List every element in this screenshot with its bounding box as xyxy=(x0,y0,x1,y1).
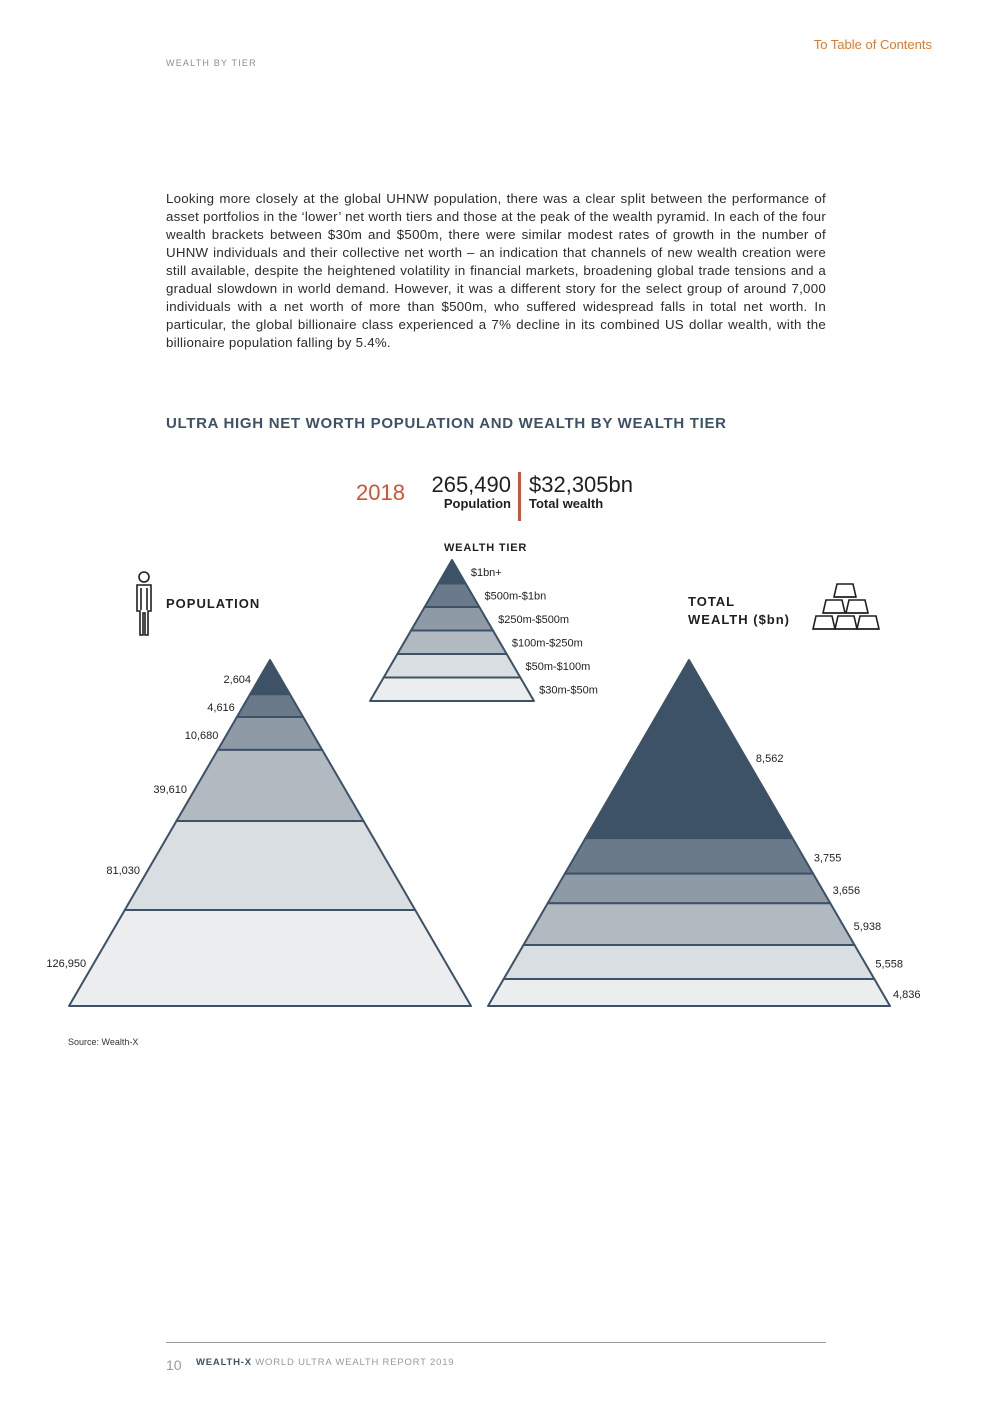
population-band-1 xyxy=(235,693,305,719)
wealth-band-5 xyxy=(487,978,891,1007)
population-heading: POPULATION xyxy=(166,596,261,611)
summary-population-value: 265,490 xyxy=(431,472,511,497)
wealth-tier-legend: $1bn+ $500m-$1bn $250m-$500m $100m-$250m $50… xyxy=(369,559,598,702)
summary-wealth-label: Total wealth xyxy=(529,496,604,511)
legend-tier-label-0: $1bn+ xyxy=(471,567,502,579)
section-header: WEALTH BY TIER xyxy=(166,58,257,68)
wealth-band-2 xyxy=(546,872,832,905)
summary-divider xyxy=(518,472,521,521)
wealth-tier-heading: WEALTH TIER xyxy=(444,542,528,554)
population-pyramid: 2,604 4,616 10,680 39,610 81,030 126,950 xyxy=(46,659,472,1007)
footer-title: WEALTH-X WORLD ULTRA WEALTH REPORT 2019 xyxy=(196,1357,454,1368)
wealth-value-label-4: 5,558 xyxy=(875,959,903,971)
legend-tier-label-1: $500m-$1bn xyxy=(485,590,547,602)
legend-band-0 xyxy=(437,559,467,585)
wealth-band-0 xyxy=(584,659,794,840)
population-value-label-1: 4,616 xyxy=(207,702,235,714)
wealth-value-label-1: 3,755 xyxy=(814,853,842,865)
population-band-5 xyxy=(68,908,472,1007)
footer-rule xyxy=(166,1342,826,1343)
population-value-label-3: 39,610 xyxy=(153,784,187,796)
chart-title: ULTRA HIGH NET WORTH POPULATION AND WEAL… xyxy=(166,415,727,432)
page-number: 10 xyxy=(166,1357,182,1373)
legend-band-3 xyxy=(396,629,508,655)
population-value-label-4: 81,030 xyxy=(106,865,140,877)
legend-tier-label-2: $250m-$500m xyxy=(498,614,569,626)
legend-band-1 xyxy=(423,582,481,608)
wealth-band-3 xyxy=(522,902,856,946)
footer-brand: WEALTH-X xyxy=(196,1357,252,1368)
population-band-0 xyxy=(249,659,291,696)
wealth-pyramid: 8,562 3,755 3,656 5,938 5,558 4,836 xyxy=(487,659,921,1007)
population-band-2 xyxy=(216,716,324,751)
summary-wealth-value: $32,305bn xyxy=(529,472,633,497)
wealth-heading-line1: TOTAL xyxy=(688,594,736,609)
population-value-label-2: 10,680 xyxy=(185,730,219,742)
table-of-contents-link[interactable]: To Table of Contents xyxy=(813,37,932,52)
footer-report: WORLD ULTRA WEALTH REPORT 2019 xyxy=(255,1357,455,1368)
intro-paragraph: Looking more closely at the global UHNW … xyxy=(166,191,826,350)
population-value-label-5: 126,950 xyxy=(46,958,86,970)
summary-year: 2018 xyxy=(356,480,405,505)
wealth-value-label-2: 3,656 xyxy=(833,885,861,897)
summary-population-label: Population xyxy=(443,496,511,511)
wealth-value-label-3: 5,938 xyxy=(854,921,882,933)
legend-tier-label-5: $30m-$50m xyxy=(539,684,598,696)
population-value-label-0: 2,604 xyxy=(224,674,252,686)
population-band-4 xyxy=(123,820,417,911)
wealth-value-label-0: 8,562 xyxy=(756,753,784,765)
wealth-band-4 xyxy=(502,943,876,981)
legend-tier-label-4: $50m-$100m xyxy=(526,661,591,673)
population-band-3 xyxy=(175,748,365,823)
legend-band-4 xyxy=(382,653,522,679)
source-note: Source: Wealth-X xyxy=(68,1037,139,1047)
wealth-value-label-5: 4,836 xyxy=(893,989,921,1001)
wealth-heading-line2: WEALTH ($bn) xyxy=(688,612,791,627)
gold-bars-icon xyxy=(811,583,881,630)
person-icon xyxy=(136,571,152,636)
wealth-heading: TOTAL WEALTH ($bn) xyxy=(688,593,790,629)
wealth-band-1 xyxy=(563,837,815,875)
legend-band-2 xyxy=(410,606,494,632)
legend-band-5 xyxy=(369,676,535,702)
legend-tier-label-3: $100m-$250m xyxy=(512,637,583,649)
